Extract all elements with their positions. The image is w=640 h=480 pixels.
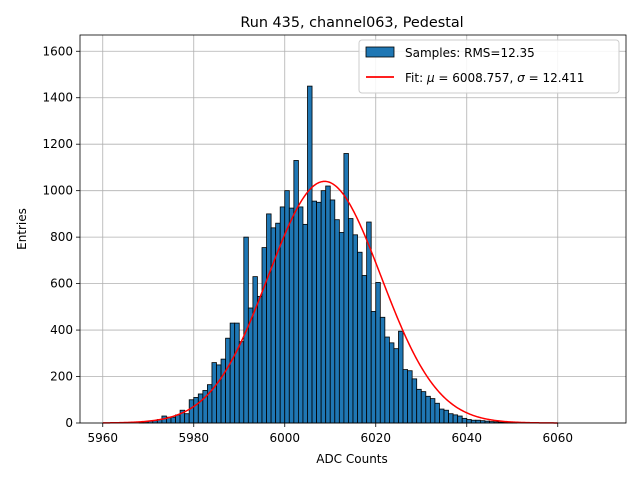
histogram-bar xyxy=(375,282,381,424)
x-tick-label: 6040 xyxy=(451,431,482,445)
histogram-bar xyxy=(311,200,317,424)
y-tick-label: 800 xyxy=(50,230,73,244)
histogram-bar xyxy=(220,358,227,424)
histogram-bar xyxy=(225,337,231,424)
histogram-bar xyxy=(170,416,176,424)
legend-fit-end: = 12.411 xyxy=(525,71,585,85)
histogram-bar xyxy=(452,414,459,424)
histogram-bar xyxy=(343,153,349,424)
histogram-bar xyxy=(293,160,299,424)
histogram-bar xyxy=(443,409,449,424)
histogram-bar xyxy=(193,397,199,424)
legend-fit-mid: = 6008.757, xyxy=(435,71,518,85)
x-axis-label: ADC Counts xyxy=(316,452,388,466)
histogram-bar xyxy=(470,419,477,424)
histogram-bar xyxy=(398,330,404,424)
x-axis: 5960 5980 6000 6020 6040 6060 xyxy=(87,423,573,445)
legend-histogram-label: Samples: RMS=12.35 xyxy=(405,46,535,60)
histogram-bar xyxy=(420,391,427,424)
histogram-bar xyxy=(457,415,463,424)
histogram-bar xyxy=(352,234,358,424)
histogram-bar xyxy=(261,247,267,424)
legend-box xyxy=(358,39,620,94)
histogram-bar xyxy=(307,85,313,424)
histogram-bar xyxy=(211,362,217,424)
legend-fit-sigma: σ xyxy=(517,71,525,85)
histogram-bar xyxy=(334,219,340,424)
y-tick-label: 1400 xyxy=(42,91,73,105)
histogram-bar xyxy=(466,419,472,424)
histogram-bar xyxy=(407,370,413,424)
plot-frame xyxy=(79,34,627,424)
y-tick-label: 200 xyxy=(50,370,73,384)
histogram-bar xyxy=(288,207,295,424)
histogram-bar xyxy=(439,408,445,424)
histogram-bar xyxy=(316,201,322,424)
histogram-bar xyxy=(297,206,304,424)
histogram-bar xyxy=(411,378,418,424)
histogram-bar xyxy=(338,232,345,424)
y-tick-label: 1000 xyxy=(42,184,73,198)
y-tick-label: 1600 xyxy=(42,44,73,58)
legend-fit-label: Fit: μ = 6008.757, σ = 12.411 xyxy=(405,71,584,85)
histogram-bar xyxy=(329,199,336,424)
y-tick-label: 600 xyxy=(50,277,73,291)
y-axis: 0 200 400 600 800 1000 1200 1400 1600 xyxy=(42,44,80,430)
legend: Samples: RMS=12.35 Fit: μ = 6008.757, σ … xyxy=(358,39,620,94)
x-tick-label: 6060 xyxy=(542,431,573,445)
histogram-bar xyxy=(434,402,440,424)
x-tick-label: 6000 xyxy=(269,431,300,445)
x-tick-label: 5980 xyxy=(178,431,209,445)
legend-histogram-swatch xyxy=(365,46,395,58)
fit-curve xyxy=(102,180,558,424)
histogram-bar xyxy=(257,295,263,424)
histogram-bar xyxy=(234,322,240,424)
histogram-bar xyxy=(357,251,363,424)
histogram-bar xyxy=(416,388,422,424)
histogram-bar xyxy=(429,398,436,424)
histogram-bar xyxy=(370,311,377,424)
y-tick-label: 1200 xyxy=(42,137,73,151)
histogram-bar xyxy=(393,348,399,424)
histogram-bar xyxy=(388,342,395,424)
histogram-bar xyxy=(384,336,390,424)
legend-fit-prefix: Fit: xyxy=(405,71,427,85)
histogram-bar xyxy=(197,393,204,424)
histogram-bar xyxy=(320,190,327,424)
histogram-bar xyxy=(379,316,386,424)
chart-title: Run 435, channel063, Pedestal xyxy=(240,15,463,31)
x-tick-label: 6020 xyxy=(360,431,391,445)
histogram-bar xyxy=(361,275,368,424)
x-tick-label: 5960 xyxy=(87,431,118,445)
legend-fit-mu: μ xyxy=(426,71,435,85)
histogram-bar xyxy=(252,276,258,424)
histogram-bar xyxy=(302,223,308,424)
histogram-bar xyxy=(448,413,454,424)
histogram-bar xyxy=(216,364,222,424)
histogram-bar xyxy=(461,417,468,424)
histogram-bar xyxy=(229,322,236,424)
histogram-bar xyxy=(366,221,372,424)
y-tick-label: 400 xyxy=(50,323,73,337)
histogram-bar xyxy=(475,419,481,424)
histogram-bar xyxy=(402,369,408,424)
histogram-bar xyxy=(184,413,190,424)
histogram-bar xyxy=(238,341,245,424)
histogram-bar xyxy=(188,399,195,424)
histogram-bar xyxy=(348,218,354,424)
histogram-bar xyxy=(266,213,272,424)
y-axis-label: Entries xyxy=(15,208,29,250)
histogram-bar xyxy=(425,395,431,424)
histogram-bar xyxy=(325,185,331,424)
y-tick-label: 0 xyxy=(65,416,73,430)
